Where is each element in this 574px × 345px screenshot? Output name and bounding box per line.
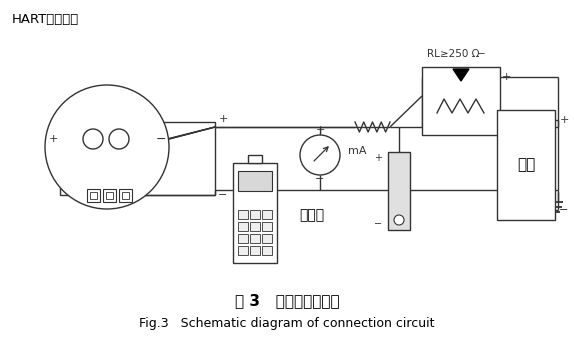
Bar: [90, 192, 97, 199]
Bar: [87, 189, 100, 202]
Text: 电流表: 电流表: [300, 208, 324, 222]
Bar: [262, 222, 272, 231]
Bar: [238, 246, 248, 255]
Text: −: −: [559, 205, 569, 215]
Circle shape: [83, 129, 103, 149]
Polygon shape: [453, 69, 469, 81]
Text: +: +: [559, 115, 569, 125]
Bar: [103, 189, 116, 202]
Text: +: +: [374, 153, 382, 163]
Bar: [262, 210, 272, 219]
Text: −: −: [315, 174, 325, 184]
Text: mA: mA: [348, 146, 367, 156]
Bar: [250, 234, 260, 243]
Text: −: −: [218, 190, 228, 200]
Text: RL≥250 Ω: RL≥250 Ω: [427, 49, 479, 59]
Bar: [250, 210, 260, 219]
Text: +: +: [501, 72, 511, 82]
Bar: [60, 122, 215, 195]
Bar: [262, 234, 272, 243]
Text: 电源: 电源: [517, 158, 535, 172]
Circle shape: [300, 135, 340, 175]
Bar: [238, 210, 248, 219]
Bar: [122, 192, 129, 199]
Bar: [262, 246, 272, 255]
Text: −: −: [374, 219, 382, 229]
Text: +: +: [218, 114, 228, 124]
Bar: [388, 152, 410, 230]
Bar: [238, 222, 248, 231]
Bar: [497, 110, 555, 220]
Bar: [250, 246, 260, 255]
Text: +: +: [48, 134, 58, 144]
Circle shape: [109, 129, 129, 149]
Bar: [233, 163, 277, 263]
Circle shape: [45, 85, 169, 209]
Bar: [248, 155, 262, 163]
Bar: [106, 192, 113, 199]
Bar: [422, 67, 500, 135]
Text: Fig.3   Schematic diagram of connection circuit: Fig.3 Schematic diagram of connection ci…: [139, 316, 435, 329]
Text: HART兼容设备: HART兼容设备: [12, 13, 79, 26]
Circle shape: [394, 215, 404, 225]
Bar: [238, 234, 248, 243]
Text: −: −: [156, 132, 166, 146]
Bar: [238, 171, 272, 191]
Text: +: +: [315, 125, 325, 135]
Text: −: −: [477, 49, 486, 59]
Bar: [250, 222, 260, 231]
Bar: [119, 189, 132, 202]
Text: 图 3   连接回路示意图: 图 3 连接回路示意图: [235, 294, 339, 308]
